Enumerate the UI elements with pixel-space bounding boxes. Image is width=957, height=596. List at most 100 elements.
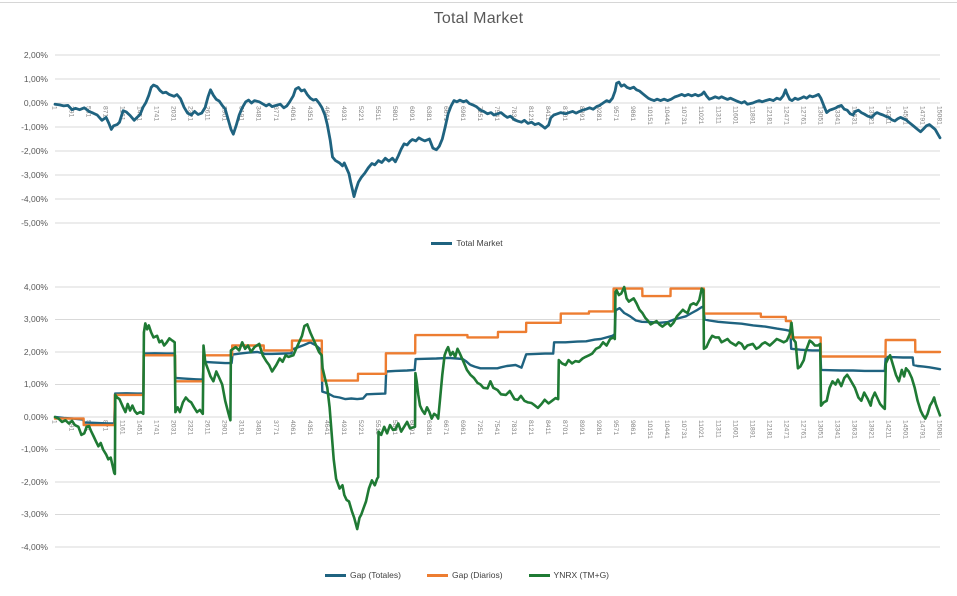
x-tick-label: 3771 (271, 420, 279, 436)
x-tick-label: 13921 (867, 106, 875, 125)
x-tick-label: 15081 (935, 420, 943, 439)
x-tick-label: 9861 (629, 420, 637, 436)
legend-item-gap-totales[interactable]: Gap (Totales) (324, 570, 401, 580)
x-tick-label: 4351 (305, 106, 313, 122)
x-tick-label: 11601 (731, 106, 739, 125)
x-tick-label: 4931 (339, 420, 347, 436)
legend-item-gap-diarios[interactable]: Gap (Diarios) (426, 570, 503, 580)
x-tick-label: 6671 (441, 420, 449, 436)
x-tick-label: 14501 (901, 420, 909, 439)
legend-label: YNRX (TM+G) (553, 570, 610, 580)
x-tick-label: 13051 (816, 420, 824, 439)
legend-item-total-market[interactable]: Total Market (431, 238, 503, 248)
x-tick-label: 2611 (203, 420, 211, 435)
legend-gap-chart: Gap (Totales) Gap (Diarios) YNRX (TM+G) (0, 570, 934, 580)
x-tick-label: 6671 (441, 106, 449, 122)
y-tick-label: 3,00% (23, 314, 48, 324)
y-tick-label: -2,00% (21, 145, 48, 156)
x-tick-label: 5511 (373, 106, 381, 121)
x-tick-label: 9861 (629, 106, 637, 122)
x-tick-label: 5221 (356, 106, 364, 122)
x-tick-label: 10151 (646, 420, 654, 439)
x-tick-label: 7541 (493, 106, 500, 122)
legend-total-market: Total Market (0, 238, 934, 248)
x-tick-label: 14211 (884, 420, 892, 439)
x-tick-label: 1161 (118, 420, 126, 435)
x-tick-label: 13631 (850, 420, 858, 439)
x-tick-label: 4351 (305, 420, 313, 436)
x-tick-label: 8121 (527, 420, 535, 436)
y-tick-label: 4,00% (23, 281, 48, 292)
x-tick-label: 14501 (901, 106, 909, 125)
series-line-total-market (53, 80, 942, 199)
x-tick-label: 14791 (918, 420, 926, 439)
x-tick-label: 13051 (816, 106, 824, 125)
x-tick-label: 3481 (254, 106, 262, 122)
x-tick-label: 6961 (458, 420, 466, 436)
legend-label: Total Market (456, 238, 503, 248)
x-tick-label: 291 (67, 106, 75, 118)
x-tick-label: 14211 (884, 106, 892, 125)
gap-comparison-chart[interactable]: 4,00% 3,00% 2,00% 1,00% 0,00% -1,00% -2,00% -3,… (0, 260, 957, 596)
x-tick-label: 8121 (527, 106, 535, 122)
plot-area (53, 80, 942, 199)
x-tick-label: 9571 (612, 420, 620, 436)
line-swatch-icon (426, 573, 448, 577)
y-tick-label: 2,00% (23, 49, 48, 60)
x-tick-label: 11311 (714, 420, 722, 438)
x-tick-label: 7541 (493, 420, 500, 436)
x-tick-label: 11891 (748, 420, 756, 439)
line-swatch-icon (528, 573, 550, 577)
x-tick-label: 11891 (748, 106, 756, 125)
x-tick-label: 7831 (510, 420, 518, 436)
y-tick-label: -1,00% (21, 121, 48, 132)
x-tick-label: 7831 (510, 106, 518, 122)
x-tick-label: 6091 (407, 106, 415, 122)
x-tick-label: 9281 (595, 106, 603, 122)
x-tick-label: 3481 (254, 420, 262, 436)
x-tick-label: 8411 (544, 420, 552, 435)
x-tick-label: 1451 (135, 420, 143, 436)
x-tick-label: 11021 (697, 420, 705, 439)
x-tick-label: 871 (101, 106, 109, 118)
x-tick-label: 2031 (169, 106, 177, 122)
x-tick-label: 13341 (833, 106, 841, 125)
y-tick-label: -3,00% (21, 169, 48, 180)
x-tick-label: 12761 (799, 420, 807, 439)
x-tick-label: 581 (84, 106, 92, 118)
x-tick-label: 12471 (782, 420, 790, 439)
x-tick-label: 9571 (612, 106, 620, 122)
x-tick-label: 11311 (714, 106, 722, 124)
x-tick-label: 13631 (850, 106, 858, 125)
legend-item-ynrx[interactable]: YNRX (TM+G) (528, 570, 610, 580)
x-tick-label: 12181 (765, 106, 773, 125)
x-tick-label: 8701 (561, 420, 569, 436)
x-tick-label: 11601 (731, 420, 739, 439)
legend-label: Gap (Totales) (349, 570, 401, 580)
x-tick-label: 4641 (322, 106, 330, 122)
x-tick-label: 12471 (782, 106, 790, 125)
y-tick-label: -3,00% (21, 509, 48, 519)
x-tick-label: 10441 (663, 106, 671, 125)
x-tick-label: 1741 (152, 106, 160, 122)
x-tick-label: 8991 (578, 106, 586, 122)
x-tick-label: 4061 (288, 106, 296, 122)
y-tick-label: 1,00% (23, 379, 48, 389)
y-tick-label: 2,00% (23, 346, 48, 357)
x-tick-label: 3191 (237, 106, 245, 122)
x-tick-label: 9281 (595, 420, 603, 436)
y-tick-label: -5,00% (21, 217, 48, 228)
x-tick-label: 10151 (646, 106, 654, 125)
line-swatch-icon (324, 573, 346, 577)
x-tick-label: 1741 (152, 420, 160, 436)
x-tick-label: 12761 (799, 106, 807, 125)
x-tick-label: 1451 (135, 106, 143, 122)
gridlines (55, 54, 940, 224)
x-tick-label: 1 (50, 420, 58, 424)
y-tick-label: 0,00% (23, 97, 48, 108)
x-tick-label: 4641 (322, 420, 330, 436)
total-market-chart[interactable]: Total Market 2,00% 1,00% 0,00% -1,00% -2,00%… (0, 0, 957, 260)
chart-top-border (0, 2, 957, 3)
x-tick-label: 4061 (288, 420, 296, 436)
x-tick-label: 7251 (475, 420, 483, 436)
